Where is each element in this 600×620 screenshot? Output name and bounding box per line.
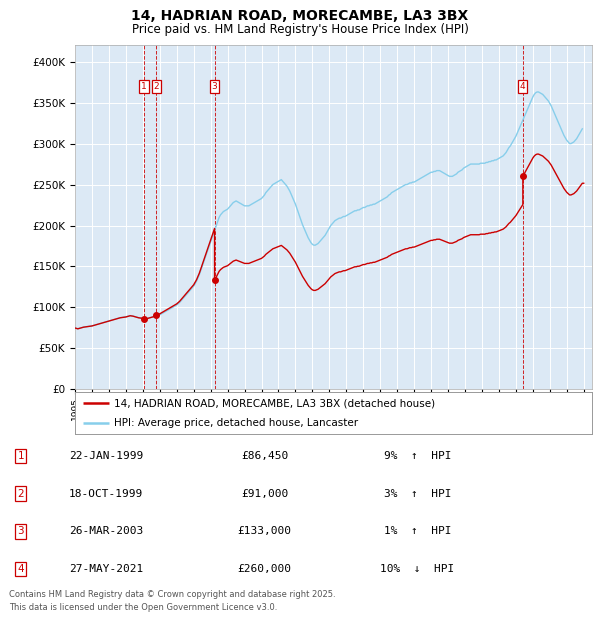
Text: 4: 4	[520, 82, 526, 91]
Text: 2: 2	[154, 82, 159, 91]
Text: 1: 1	[17, 451, 24, 461]
Text: Price paid vs. HM Land Registry's House Price Index (HPI): Price paid vs. HM Land Registry's House …	[131, 23, 469, 36]
Text: £260,000: £260,000	[238, 564, 292, 574]
Text: 3%  ↑  HPI: 3% ↑ HPI	[384, 489, 451, 498]
Text: 1: 1	[141, 82, 147, 91]
Text: 3: 3	[17, 526, 24, 536]
Text: 9%  ↑  HPI: 9% ↑ HPI	[384, 451, 451, 461]
Text: 18-OCT-1999: 18-OCT-1999	[69, 489, 143, 498]
Text: 26-MAR-2003: 26-MAR-2003	[69, 526, 143, 536]
Text: 14, HADRIAN ROAD, MORECAMBE, LA3 3BX (detached house): 14, HADRIAN ROAD, MORECAMBE, LA3 3BX (de…	[114, 398, 435, 408]
Text: 3: 3	[212, 82, 217, 91]
Text: 22-JAN-1999: 22-JAN-1999	[69, 451, 143, 461]
Text: 27-MAY-2021: 27-MAY-2021	[69, 564, 143, 574]
Text: 10%  ↓  HPI: 10% ↓ HPI	[380, 564, 455, 574]
Text: 2: 2	[17, 489, 24, 498]
Text: 4: 4	[17, 564, 24, 574]
Text: £91,000: £91,000	[241, 489, 289, 498]
Text: 1%  ↑  HPI: 1% ↑ HPI	[384, 526, 451, 536]
Text: 14, HADRIAN ROAD, MORECAMBE, LA3 3BX: 14, HADRIAN ROAD, MORECAMBE, LA3 3BX	[131, 9, 469, 24]
Text: £133,000: £133,000	[238, 526, 292, 536]
Text: HPI: Average price, detached house, Lancaster: HPI: Average price, detached house, Lanc…	[114, 418, 358, 428]
Text: Contains HM Land Registry data © Crown copyright and database right 2025.
This d: Contains HM Land Registry data © Crown c…	[9, 590, 335, 612]
Text: £86,450: £86,450	[241, 451, 289, 461]
